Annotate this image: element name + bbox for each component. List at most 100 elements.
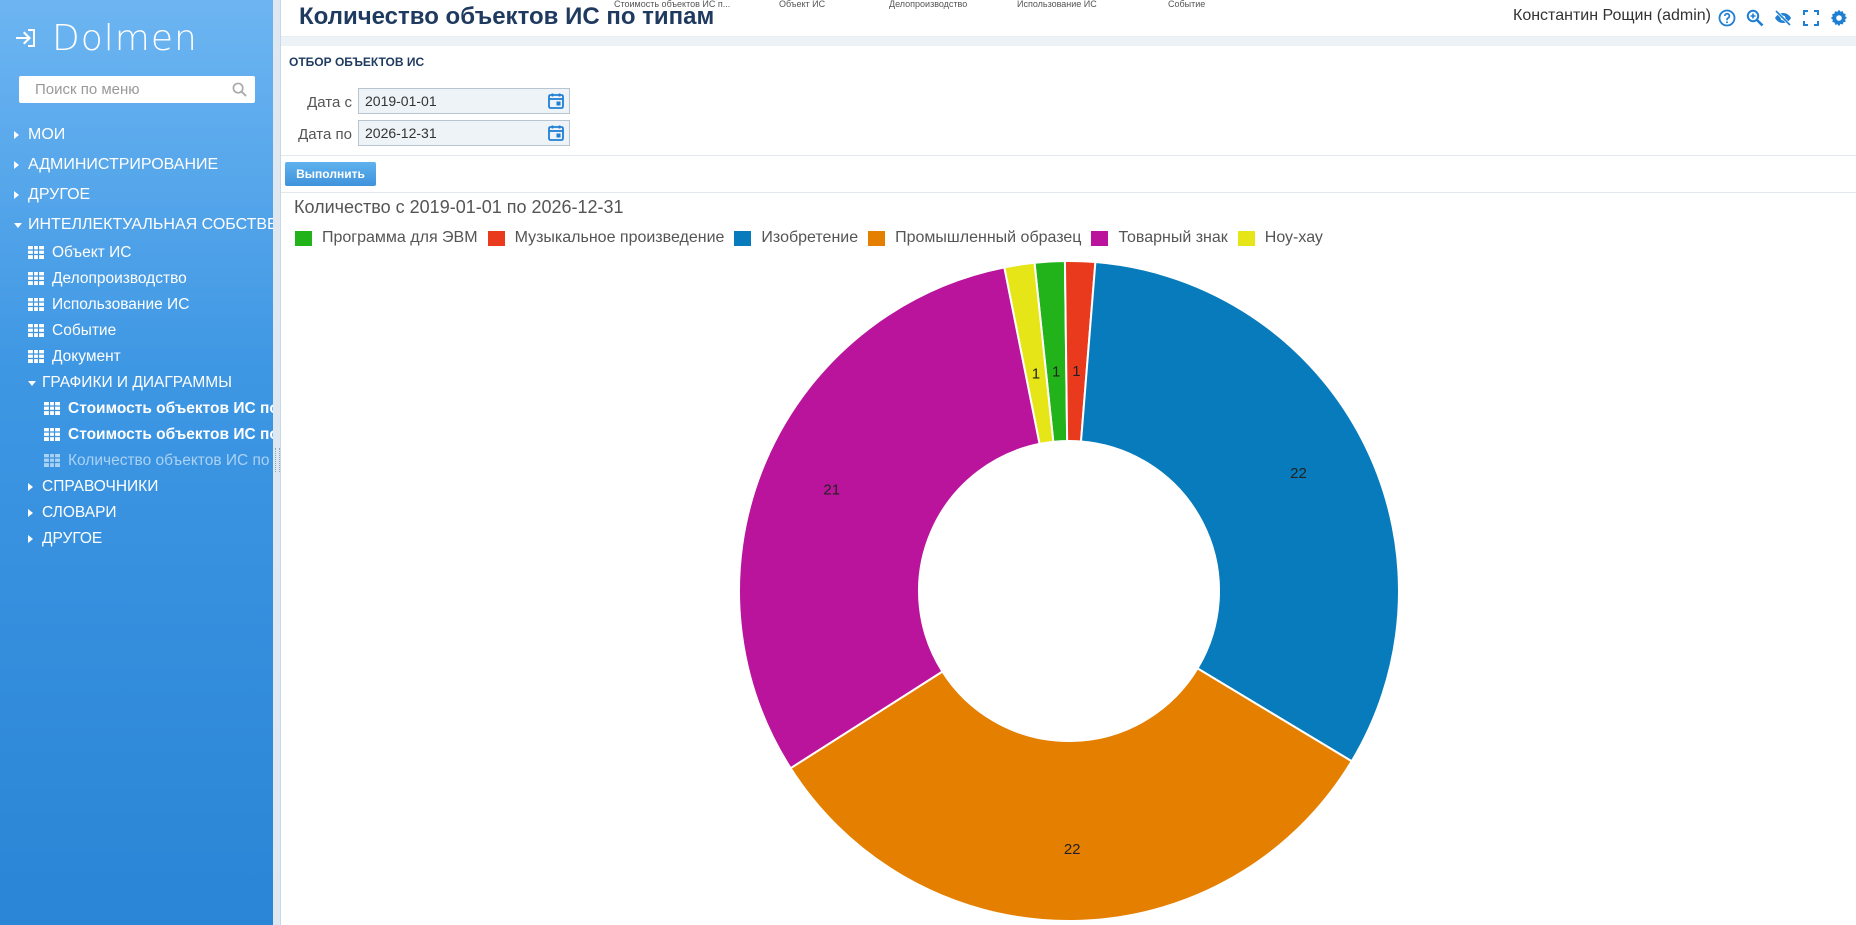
caret-down-icon <box>28 381 36 386</box>
menu-item-label: ДРУГОЕ <box>28 186 91 203</box>
chart-legend: Программа для ЭВМ Музыкальное произведени… <box>295 228 1333 248</box>
slice-value-label: 22 <box>1064 841 1081 858</box>
menu-search <box>19 76 255 103</box>
menu-item-label: ДРУГОЕ <box>42 530 103 547</box>
legend-label: Товарный знак <box>1118 229 1228 246</box>
caret-right-icon <box>28 509 33 517</box>
menu-item-label: ИНТЕЛЛЕКТУАЛЬНАЯ СОБСТВЕН <box>28 216 273 233</box>
menu-item-intellectual-property[interactable]: ИНТЕЛЛЕКТУАЛЬНАЯ СОБСТВЕН <box>0 210 273 240</box>
logo: Dolmen <box>14 17 198 59</box>
slice-value-label: 21 <box>823 482 840 499</box>
tab-event[interactable]: Событие <box>1168 0 1206 9</box>
caret-down-icon <box>14 223 22 228</box>
legend-swatch <box>734 230 752 246</box>
caret-right-icon <box>28 535 33 543</box>
menu-item-label: Стоимость объектов ИС по <box>68 400 273 417</box>
menu-item-cost-chart-1[interactable]: Стоимость объектов ИС по <box>0 396 273 422</box>
legend-label: Программа для ЭВМ <box>322 229 478 246</box>
menu-item-label: Использование ИС <box>52 296 190 313</box>
date-from-input[interactable] <box>359 89 537 113</box>
menu-item-label: СПРАВОЧНИКИ <box>42 478 159 495</box>
menu-item-ip-usage[interactable]: Использование ИС <box>0 292 273 318</box>
legend-label: Промышленный образец <box>895 229 1082 246</box>
menu-item-count-chart[interactable]: Количество объектов ИС по <box>0 448 273 474</box>
settings-icon[interactable] <box>1830 9 1848 27</box>
menu-item-dictionaries[interactable]: СЛОВАРИ <box>0 500 273 526</box>
slice-value-label: 1 <box>1032 366 1040 383</box>
tab-ip-object[interactable]: Объект ИС <box>779 0 826 9</box>
table-icon <box>28 298 44 311</box>
calendar-icon[interactable] <box>547 92 565 110</box>
caret-right-icon <box>14 191 19 199</box>
brand-logo: Dolmen <box>52 17 198 59</box>
slice-value-label: 22 <box>1290 465 1307 482</box>
legend-item[interactable]: Изобретение <box>734 229 858 247</box>
legend-label: Музыкальное произведение <box>514 229 725 246</box>
legend-item[interactable]: Музыкальное произведение <box>487 229 725 247</box>
help-icon[interactable] <box>1718 9 1736 27</box>
legend-item[interactable]: Товарный знак <box>1091 229 1228 247</box>
table-icon <box>44 454 60 467</box>
menu-item-cost-chart-2[interactable]: Стоимость объектов ИС пол <box>0 422 273 448</box>
donut-slice[interactable] <box>789 667 1354 922</box>
table-icon <box>28 350 44 363</box>
menu-item-my[interactable]: МОИ <box>0 120 273 150</box>
menu-item-label: АДМИНИСТРИРОВАНИЕ <box>28 156 219 173</box>
header-band <box>281 37 1856 46</box>
legend-swatch <box>1237 230 1255 246</box>
page-title: Количество объектов ИС по типам <box>299 3 715 30</box>
menu-item-administration[interactable]: АДМИНИСТРИРОВАНИЕ <box>0 150 273 180</box>
sidebar-splitter[interactable] <box>273 0 281 925</box>
legend-swatch <box>868 230 886 246</box>
chart-panel: 1 1 22 22 21 1 Количество с 2019-01-01 по 202… <box>281 195 1856 925</box>
donut-slice[interactable] <box>738 266 1041 770</box>
table-icon <box>28 246 44 259</box>
legend-item[interactable]: Программа для ЭВМ <box>295 229 478 247</box>
splitter-grip[interactable] <box>275 448 280 472</box>
menu-item-other-sub[interactable]: ДРУГОЕ <box>0 526 273 552</box>
date-from-row: Дата с <box>289 88 570 114</box>
date-to-input[interactable] <box>359 121 537 145</box>
hide-icon[interactable] <box>1774 9 1792 27</box>
menu-item-label: Стоимость объектов ИС пол <box>68 426 273 443</box>
menu-item-label: МОИ <box>28 126 66 143</box>
date-to-label: Дата по <box>298 126 352 143</box>
zoom-icon[interactable] <box>1746 9 1764 27</box>
table-icon <box>44 428 60 441</box>
legend-swatch <box>487 230 505 246</box>
donut-slice[interactable] <box>1079 260 1400 763</box>
tab-cost-chart[interactable]: Стоимость объектов ИС п... <box>614 0 731 9</box>
menu-item-references[interactable]: СПРАВОЧНИКИ <box>0 474 273 500</box>
date-to-row: Дата по <box>289 120 570 146</box>
header: Количество объектов ИС по типам Стоимост… <box>281 0 1856 37</box>
menu-item-charts[interactable]: ГРАФИКИ И ДИАГРАММЫ <box>0 370 273 396</box>
donut-slice[interactable] <box>1003 261 1055 446</box>
tab-office-work[interactable]: Делопроизводство <box>889 0 968 9</box>
menu-item-ip-object[interactable]: Объект ИС <box>0 240 273 266</box>
user-name[interactable]: Константин Рощин (admin) <box>1513 7 1711 24</box>
menu-item-label: Количество объектов ИС по <box>68 452 270 469</box>
login-icon[interactable] <box>14 26 38 50</box>
search-icon[interactable] <box>232 82 247 97</box>
legend-label: Ноу-хау <box>1264 229 1323 246</box>
fullscreen-icon[interactable] <box>1802 9 1820 27</box>
chart-divider <box>281 192 1856 193</box>
legend-label: Изобретение <box>761 229 859 246</box>
menu-item-event[interactable]: Событие <box>0 318 273 344</box>
sidebar-menu: МОИ АДМИНИСТРИРОВАНИЕ ДРУГОЕ ИНТЕЛЛЕКТУА… <box>0 120 273 552</box>
menu-item-office-work[interactable]: Делопроизводство <box>0 266 273 292</box>
run-button[interactable]: Выполнить <box>285 162 376 186</box>
calendar-icon[interactable] <box>547 124 565 142</box>
legend-item[interactable]: Промышленный образец <box>868 229 1081 247</box>
tab-ip-usage[interactable]: Использование ИС <box>1017 0 1097 9</box>
menu-item-other[interactable]: ДРУГОЕ <box>0 180 273 210</box>
legend-item[interactable]: Ноу-хау <box>1237 229 1323 247</box>
menu-item-document[interactable]: Документ <box>0 344 273 370</box>
menu-search-input[interactable] <box>33 76 227 103</box>
date-from-label: Дата с <box>307 94 352 111</box>
legend-swatch <box>1091 230 1109 246</box>
caret-right-icon <box>14 131 19 139</box>
table-icon <box>44 402 60 415</box>
filter-section-title: ОТБОР ОБЪЕКТОВ ИС <box>289 55 425 69</box>
